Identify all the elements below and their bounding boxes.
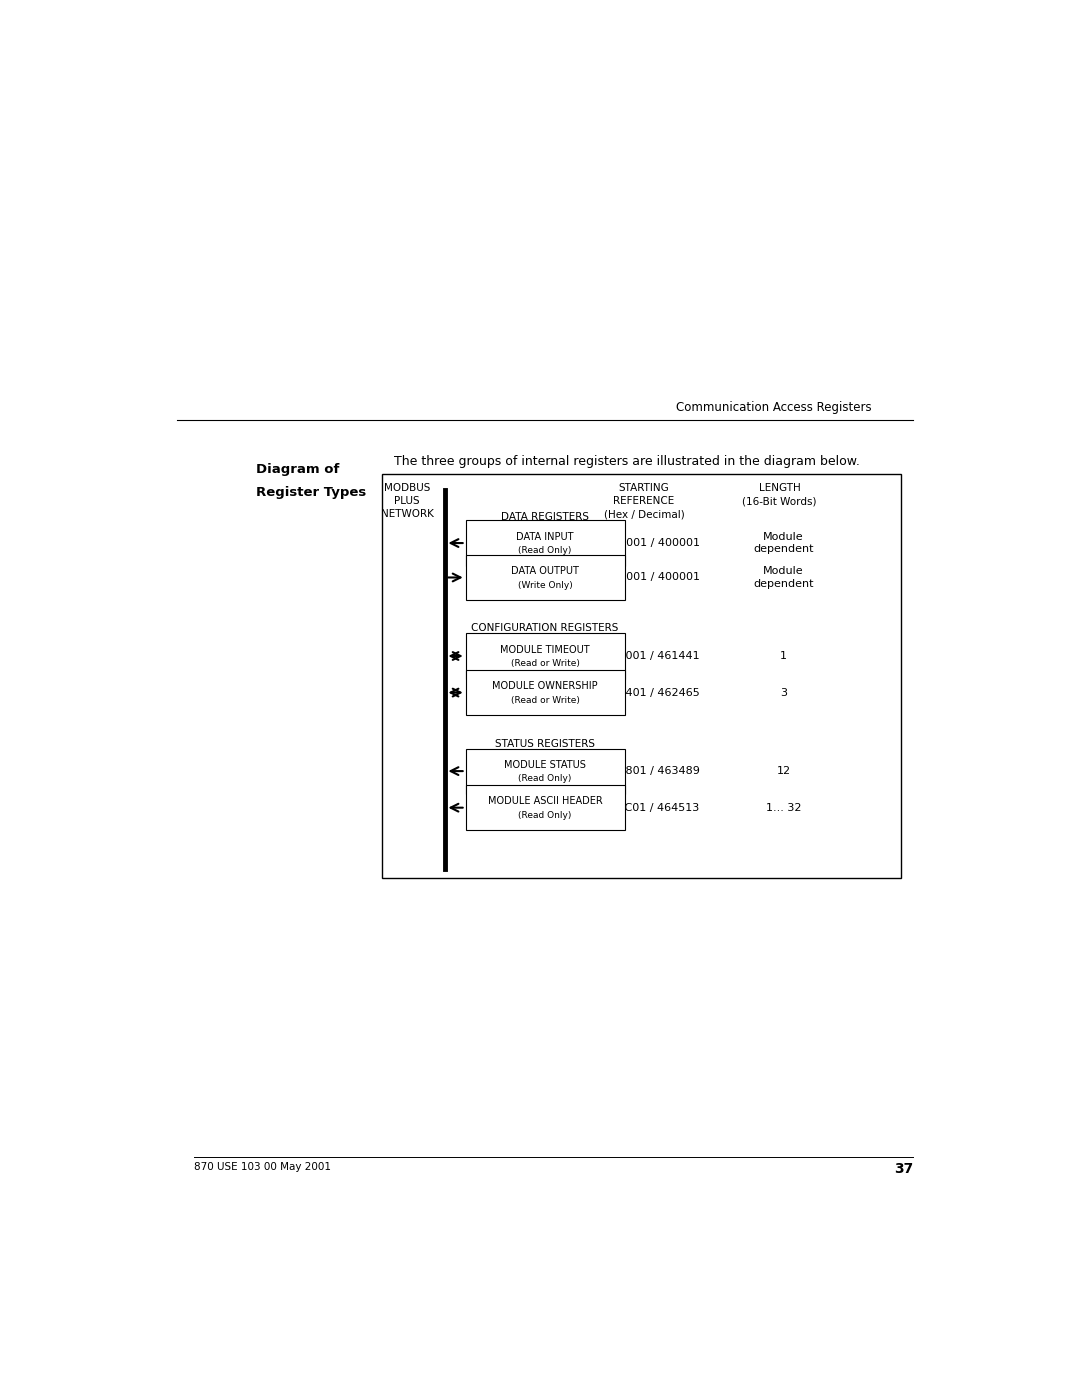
Text: 12: 12 xyxy=(777,766,791,777)
FancyBboxPatch shape xyxy=(465,521,624,566)
Text: MODULE TIMEOUT: MODULE TIMEOUT xyxy=(500,644,590,655)
FancyBboxPatch shape xyxy=(382,474,901,877)
Text: CONFIGURATION REGISTERS: CONFIGURATION REGISTERS xyxy=(472,623,619,633)
Text: (Read Only): (Read Only) xyxy=(518,774,571,784)
Text: 37: 37 xyxy=(894,1161,914,1176)
FancyBboxPatch shape xyxy=(465,555,624,601)
Text: 40001 / 400001: 40001 / 400001 xyxy=(611,538,700,548)
Text: MODULE ASCII HEADER: MODULE ASCII HEADER xyxy=(488,796,603,806)
Text: 870 USE 103 00 May 2001: 870 USE 103 00 May 2001 xyxy=(193,1161,330,1172)
FancyBboxPatch shape xyxy=(465,633,624,679)
Text: 4F001 / 461441: 4F001 / 461441 xyxy=(611,651,700,661)
FancyBboxPatch shape xyxy=(465,749,624,793)
Text: (Read or Write): (Read or Write) xyxy=(511,659,580,668)
Text: Register Types: Register Types xyxy=(256,486,366,499)
Text: 1: 1 xyxy=(780,651,787,661)
Text: (Write Only): (Write Only) xyxy=(517,581,572,590)
Text: MODULE STATUS: MODULE STATUS xyxy=(504,760,586,770)
Text: 40001 / 400001: 40001 / 400001 xyxy=(611,573,700,583)
Text: 4FC01 / 464513: 4FC01 / 464513 xyxy=(611,803,700,813)
Text: The three groups of internal registers are illustrated in the diagram below.: The three groups of internal registers a… xyxy=(394,455,861,468)
Text: DATA REGISTERS: DATA REGISTERS xyxy=(501,513,589,522)
Text: DATA INPUT: DATA INPUT xyxy=(516,532,573,542)
Text: MODBUS
PLUS
NETWORK: MODBUS PLUS NETWORK xyxy=(380,483,433,520)
Text: Module
dependent: Module dependent xyxy=(754,532,814,555)
Text: (Read or Write): (Read or Write) xyxy=(511,696,580,704)
Text: STATUS REGISTERS: STATUS REGISTERS xyxy=(495,739,595,749)
Text: 3: 3 xyxy=(780,687,787,697)
FancyBboxPatch shape xyxy=(465,785,624,830)
Text: Module
dependent: Module dependent xyxy=(754,566,814,588)
Text: (Read Only): (Read Only) xyxy=(518,810,571,820)
Text: 4F401 / 462465: 4F401 / 462465 xyxy=(611,687,700,697)
Text: 1... 32: 1... 32 xyxy=(766,803,801,813)
Text: Diagram of: Diagram of xyxy=(256,464,340,476)
Text: Communication Access Registers: Communication Access Registers xyxy=(676,401,872,414)
Text: DATA OUTPUT: DATA OUTPUT xyxy=(511,566,579,576)
Text: 4F801 / 463489: 4F801 / 463489 xyxy=(611,766,700,777)
Text: LENGTH
(16-Bit Words): LENGTH (16-Bit Words) xyxy=(742,483,816,506)
Text: MODULE OWNERSHIP: MODULE OWNERSHIP xyxy=(492,682,598,692)
Text: (Read Only): (Read Only) xyxy=(518,546,571,555)
Text: STARTING
REFERENCE
(Hex / Decimal): STARTING REFERENCE (Hex / Decimal) xyxy=(604,483,685,520)
FancyBboxPatch shape xyxy=(465,671,624,715)
